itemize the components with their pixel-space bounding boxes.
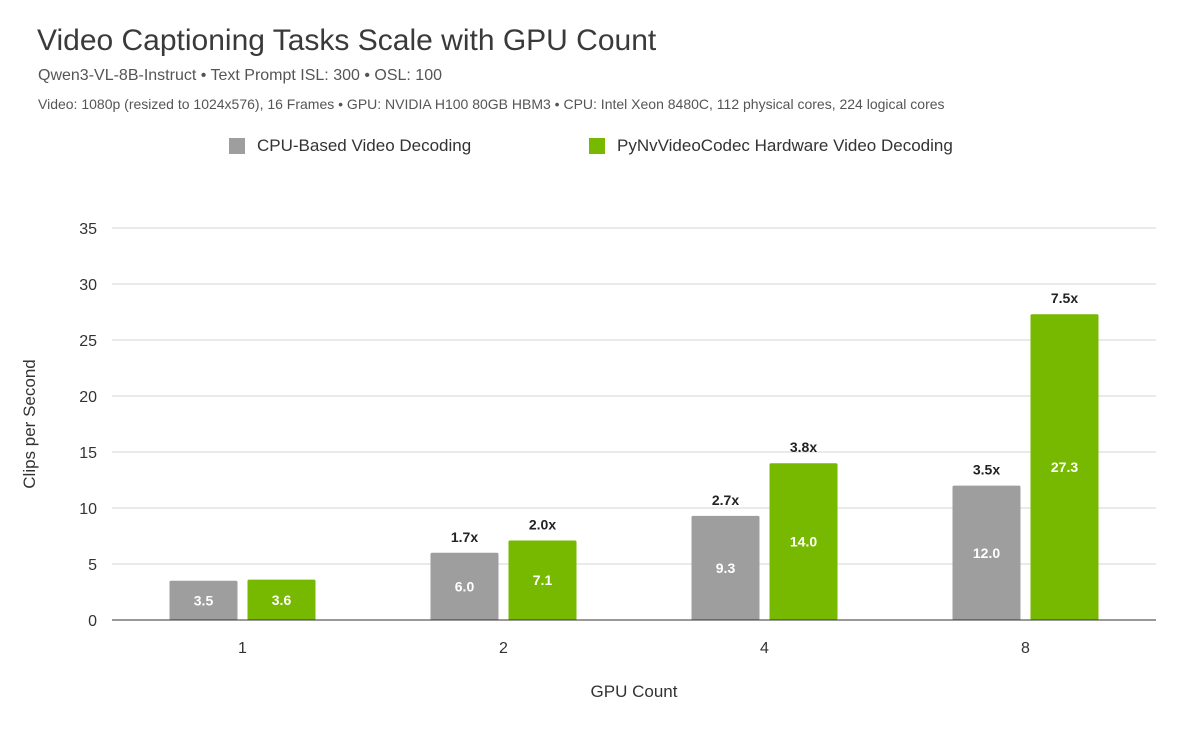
bar-value-label: 7.1 — [533, 572, 553, 588]
y-tick-label: 5 — [88, 557, 97, 574]
x-tick-label: 4 — [760, 640, 769, 657]
bar-gpu — [247, 579, 316, 620]
bar-gpu — [769, 463, 838, 620]
bar-value-label: 9.3 — [716, 560, 736, 576]
x-tick-label: 1 — [238, 640, 247, 657]
legend-label-cpu: CPU-Based Video Decoding — [257, 136, 472, 155]
x-axis-ticks: 1 2 4 8 — [238, 640, 1030, 657]
y-tick-label: 20 — [79, 389, 97, 406]
bar-value-label: 6.0 — [455, 578, 475, 594]
y-axis-title: Clips per Second — [20, 359, 39, 488]
chart-title: Video Captioning Tasks Scale with GPU Co… — [37, 24, 657, 57]
bar-value-label: 3.5 — [194, 592, 214, 608]
bar-gpu — [508, 540, 577, 620]
legend-swatch-gpu — [589, 138, 605, 154]
speedup-label: 3.8x — [790, 439, 817, 455]
bar-value-label: 14.0 — [790, 534, 817, 550]
speedup-label: 3.5x — [973, 462, 1000, 478]
y-tick-label: 30 — [79, 277, 97, 294]
bars — [169, 314, 1099, 620]
speedup-label: 7.5x — [1051, 290, 1078, 306]
bar-cpu — [430, 552, 499, 620]
chart-config-note: Video: 1080p (resized to 1024x576), 16 F… — [38, 96, 945, 112]
y-tick-label: 15 — [79, 445, 97, 462]
y-tick-label: 25 — [79, 333, 97, 350]
bar-value-label: 3.6 — [272, 592, 292, 608]
speedup-label: 2.7x — [712, 492, 739, 508]
speedup-label: 1.7x — [451, 529, 478, 545]
legend-label-gpu: PyNvVideoCodec Hardware Video Decoding — [617, 136, 953, 155]
chart-subtitle: Qwen3-VL-8B-Instruct • Text Prompt ISL: … — [38, 67, 442, 84]
bar-cpu — [952, 485, 1021, 620]
speedup-label: 2.0x — [529, 516, 556, 532]
x-tick-label: 2 — [499, 640, 508, 657]
bar-cpu — [691, 515, 760, 620]
legend-swatch-cpu — [229, 138, 245, 154]
y-tick-label: 0 — [88, 613, 97, 630]
x-axis-title: GPU Count — [591, 682, 678, 701]
bar-value-label: 12.0 — [973, 545, 1000, 561]
y-axis-ticks: 0 5 10 15 20 25 30 35 — [79, 221, 97, 630]
y-tick-label: 35 — [79, 221, 97, 238]
legend-item-gpu: PyNvVideoCodec Hardware Video Decoding — [589, 134, 953, 158]
y-tick-label: 10 — [79, 501, 97, 518]
legend-item-cpu: CPU-Based Video Decoding — [229, 134, 471, 158]
x-tick-label: 8 — [1021, 640, 1030, 657]
bar-cpu — [169, 580, 238, 620]
bar-gpu — [1030, 314, 1099, 620]
bar-value-label: 27.3 — [1051, 459, 1078, 475]
bar-labels: 3.5 3.6 6.0 1.7x 7.1 2.0x 9.3 2.7x 14.0 3.8x 12.0 3… — [194, 290, 1079, 608]
